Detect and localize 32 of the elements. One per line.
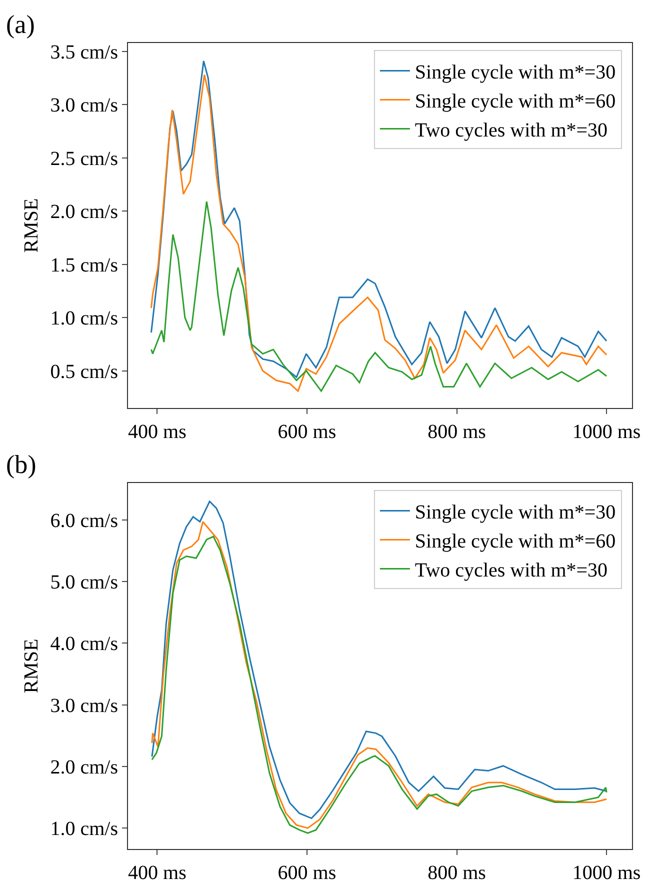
- chart-title: (b): [6, 450, 36, 479]
- x-tick-label: 800 ms: [428, 862, 486, 884]
- x-tick-label: 1000 ms: [572, 862, 641, 884]
- legend-label: Two cycles with m*=30: [414, 120, 608, 142]
- y-tick-label: 0.5 cm/s: [50, 360, 118, 383]
- x-tick-label: 400 ms: [128, 862, 187, 884]
- y-tick-label: 3.0 cm/s: [50, 694, 118, 717]
- line-series: [150, 200, 608, 392]
- x-tick-label: 600 ms: [278, 421, 336, 444]
- x-tick-label: 1000 ms: [572, 421, 641, 444]
- legend-label: Single cycle with m*=60: [414, 530, 616, 553]
- y-tick-label: 4.0 cm/s: [50, 633, 118, 656]
- y-tick-label: 2.0 cm/s: [50, 756, 118, 778]
- legend-label: Single cycle with m*=30: [414, 62, 616, 84]
- y-tick-label: 2.5 cm/s: [50, 148, 118, 170]
- x-tick-label: 800 ms: [428, 421, 486, 444]
- y-tick-label: 6.0 cm/s: [50, 510, 118, 532]
- y-axis-title: RMSE: [20, 198, 43, 253]
- y-tick-label: 5.0 cm/s: [50, 572, 118, 594]
- y-tick-label: 1.0 cm/s: [50, 818, 118, 840]
- chart-title: (a): [6, 10, 35, 39]
- y-tick-label: 1.5 cm/s: [50, 254, 118, 276]
- y-tick-label: 2.0 cm/s: [50, 201, 118, 224]
- y-tick-label: 3.5 cm/s: [50, 41, 118, 64]
- y-axis-title: RMSE: [20, 638, 43, 694]
- legend-label: Two cycles with m*=30: [414, 560, 608, 582]
- legend-label: Single cycle with m*=60: [414, 90, 616, 113]
- x-tick-label: 400 ms: [128, 421, 187, 444]
- x-tick-label: 600 ms: [278, 862, 336, 884]
- y-tick-label: 1.0 cm/s: [50, 308, 118, 330]
- y-tick-label: 3.0 cm/s: [50, 94, 118, 117]
- legend-label: Single cycle with m*=30: [414, 502, 616, 524]
